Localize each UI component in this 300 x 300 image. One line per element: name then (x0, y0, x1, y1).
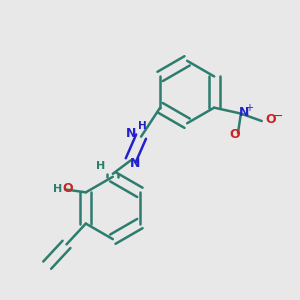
Text: H: H (96, 161, 106, 171)
Text: −: − (273, 110, 283, 123)
Text: O: O (265, 113, 276, 126)
Text: O: O (62, 182, 73, 195)
Text: H: H (138, 121, 147, 131)
Text: O: O (230, 128, 240, 141)
Text: N: N (125, 127, 136, 140)
Text: H: H (53, 184, 62, 194)
Text: N: N (239, 106, 250, 118)
Text: +: + (245, 103, 253, 113)
Text: N: N (130, 157, 140, 170)
